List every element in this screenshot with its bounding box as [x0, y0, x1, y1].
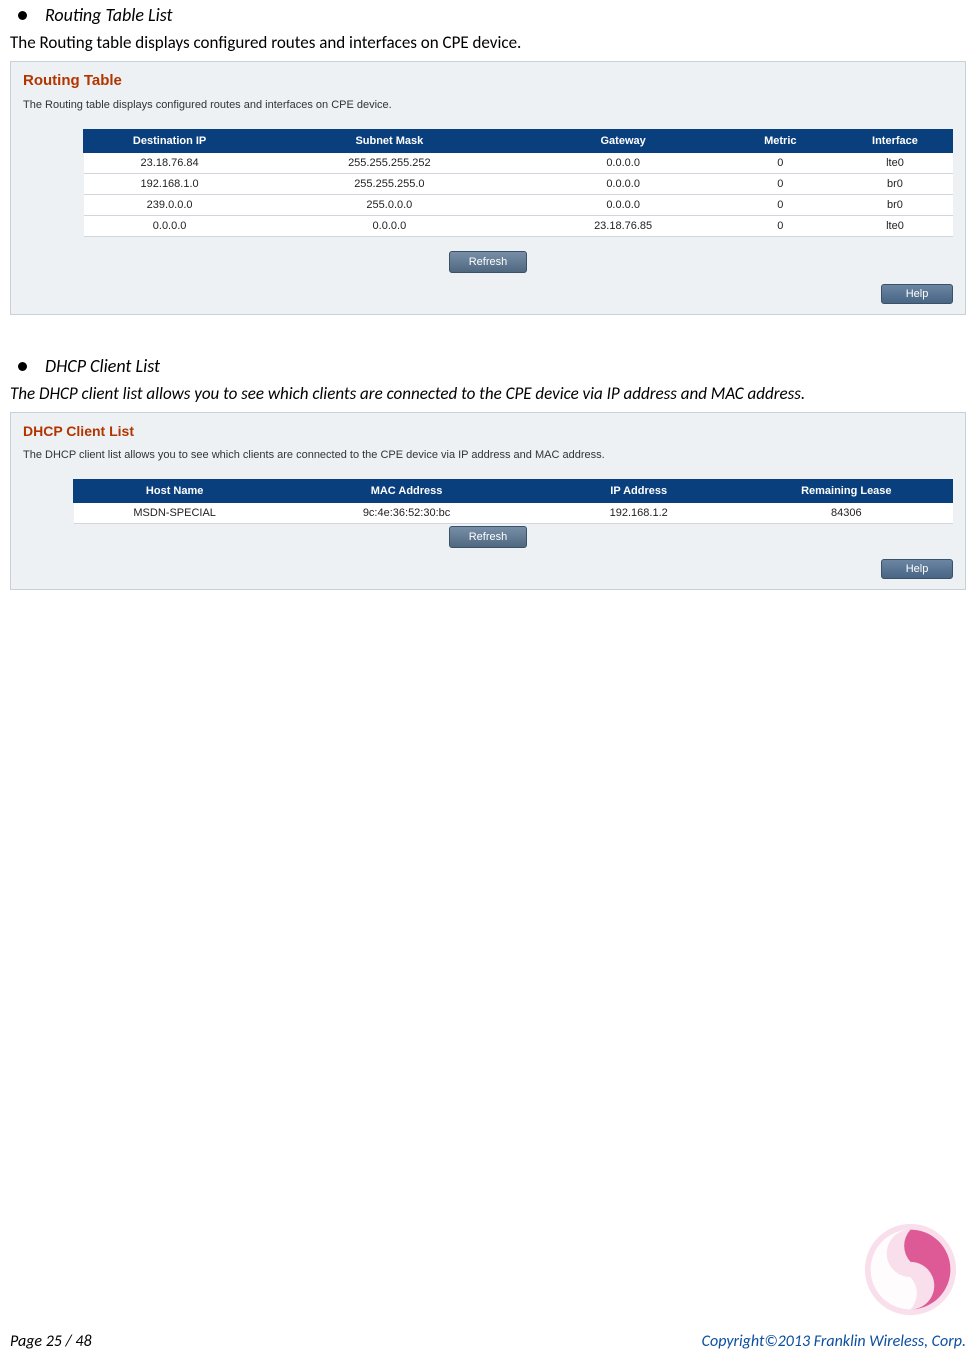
- table-row: 0.0.0.00.0.0.023.18.76.850lte0: [84, 216, 953, 237]
- table-cell: 255.255.255.0: [256, 174, 523, 195]
- routingPanel-table: Destination IPSubnet MaskGatewayMetricIn…: [83, 129, 953, 237]
- table-cell: 0: [723, 195, 837, 216]
- dhcp-body-text: The DHCP client list allows you to see w…: [10, 383, 966, 404]
- table-cell: lte0: [837, 153, 952, 174]
- table-cell: 0.0.0.0: [84, 216, 256, 237]
- table-cell: 239.0.0.0: [84, 195, 256, 216]
- dhcp-heading: DHCP Client List: [10, 355, 966, 377]
- column-header: IP Address: [537, 480, 740, 503]
- table-cell: 0.0.0.0: [256, 216, 523, 237]
- column-header: Gateway: [523, 130, 723, 153]
- table-cell: br0: [837, 174, 952, 195]
- footer-page-number: Page 25 / 48: [10, 1332, 92, 1351]
- table-cell: 255.255.255.252: [256, 153, 523, 174]
- dhcp-heading-text: DHCP Client List: [45, 355, 160, 377]
- dhcp-panel-title: DHCP Client List: [23, 423, 953, 439]
- table-cell: lte0: [837, 216, 952, 237]
- page-footer: Page 25 / 48 Copyright©2013 Franklin Wir…: [10, 1332, 966, 1351]
- dhcpPanel-table: Host NameMAC AddressIP AddressRemaining …: [73, 479, 953, 524]
- footer-copyright: Copyright©2013 Franklin Wireless, Corp.: [702, 1332, 966, 1351]
- table-cell: 9c:4e:36:52:30:bc: [276, 503, 537, 524]
- routing-body-text: The Routing table displays configured ro…: [10, 32, 966, 53]
- table-cell: 0.0.0.0: [523, 195, 723, 216]
- brand-logo-icon: [863, 1222, 958, 1317]
- dhcp-panel-desc: The DHCP client list allows you to see w…: [23, 449, 953, 461]
- column-header: Subnet Mask: [256, 130, 523, 153]
- table-row: 23.18.76.84255.255.255.2520.0.0.00lte0: [84, 153, 953, 174]
- routing-help-button[interactable]: Help: [881, 284, 953, 304]
- table-cell: 0: [723, 174, 837, 195]
- routing-refresh-button[interactable]: Refresh: [449, 251, 527, 273]
- table-cell: 192.168.1.2: [537, 503, 740, 524]
- routing-panel-desc: The Routing table displays configured ro…: [23, 99, 953, 111]
- table-cell: 23.18.76.84: [84, 153, 256, 174]
- column-header: Remaining Lease: [740, 480, 952, 503]
- column-header: Destination IP: [84, 130, 256, 153]
- column-header: Interface: [837, 130, 952, 153]
- table-cell: 192.168.1.0: [84, 174, 256, 195]
- table-cell: 84306: [740, 503, 952, 524]
- table-cell: br0: [837, 195, 952, 216]
- table-cell: MSDN-SPECIAL: [74, 503, 276, 524]
- bullet-icon: [18, 362, 27, 371]
- table-cell: 0.0.0.0: [523, 174, 723, 195]
- table-cell: 255.0.0.0: [256, 195, 523, 216]
- table-row: 239.0.0.0255.0.0.00.0.0.00br0: [84, 195, 953, 216]
- routing-panel-title: Routing Table: [23, 72, 953, 89]
- bullet-icon: [18, 11, 27, 20]
- column-header: Metric: [723, 130, 837, 153]
- dhcp-panel: DHCP Client List The DHCP client list al…: [10, 412, 966, 590]
- dhcp-refresh-button[interactable]: Refresh: [449, 526, 527, 548]
- table-cell: 0: [723, 216, 837, 237]
- table-row: 192.168.1.0255.255.255.00.0.0.00br0: [84, 174, 953, 195]
- routing-heading: Routing Table List: [10, 4, 966, 26]
- table-cell: 0: [723, 153, 837, 174]
- routing-panel: Routing Table The Routing table displays…: [10, 61, 966, 315]
- column-header: Host Name: [74, 480, 276, 503]
- table-cell: 23.18.76.85: [523, 216, 723, 237]
- routing-heading-text: Routing Table List: [45, 4, 173, 26]
- table-row: MSDN-SPECIAL9c:4e:36:52:30:bc192.168.1.2…: [74, 503, 953, 524]
- table-cell: 0.0.0.0: [523, 153, 723, 174]
- column-header: MAC Address: [276, 480, 537, 503]
- dhcp-help-button[interactable]: Help: [881, 559, 953, 579]
